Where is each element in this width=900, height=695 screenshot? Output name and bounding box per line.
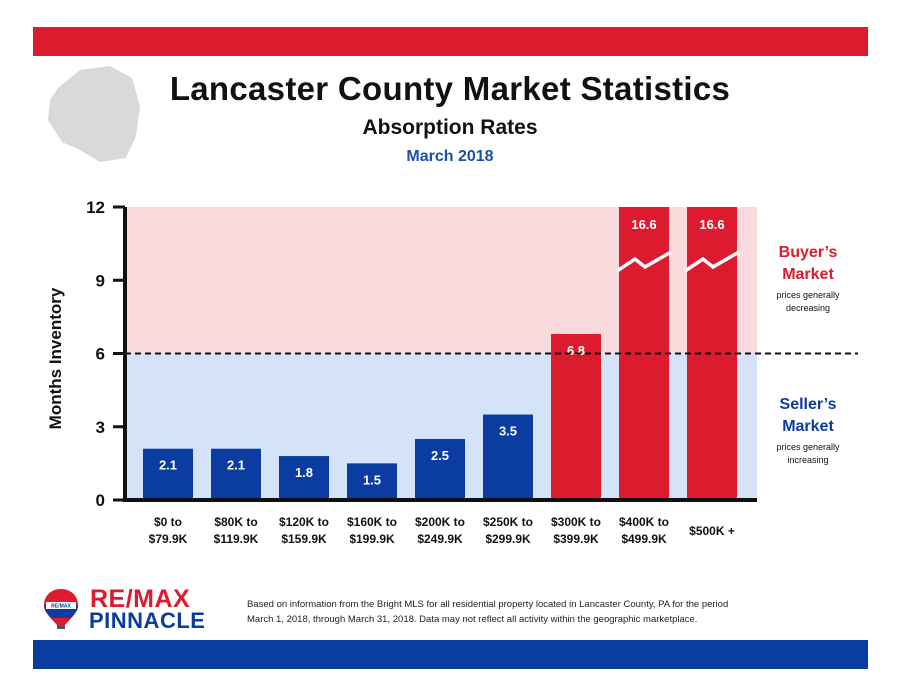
chart-title: Lancaster County Market Statistics [169, 70, 731, 107]
brand-name: RE/MAX [90, 585, 191, 613]
county-map-icon [48, 66, 140, 162]
remax-balloon-logo: RE/MAX [44, 589, 78, 629]
category-label-1-line-2: $79.9K [149, 532, 188, 546]
bar-value-label-2: 2.1 [227, 458, 245, 473]
category-label-8-line-2: $499.9K [621, 532, 667, 546]
chart-subtitle: Absorption Rates [362, 116, 538, 139]
y-tick-label-1: 0 [96, 491, 105, 510]
bar-value-label-9: 16.6 [699, 217, 724, 232]
y-tick-label-3: 6 [96, 345, 105, 364]
category-label-5-line-1: $200K to [415, 515, 465, 529]
axis-break-mark-8 [616, 250, 672, 273]
footer-note-line-1: Based on information from the Bright MLS… [247, 599, 729, 610]
bar-1 [143, 448, 193, 500]
y-tick-label-4: 9 [96, 271, 105, 290]
bar-2 [211, 448, 261, 500]
bar-value-label-1: 2.1 [159, 458, 177, 473]
bottom-blue-band [33, 640, 868, 669]
category-label-7-line-1: $300K to [551, 515, 601, 529]
category-label-6-line-2: $299.9K [485, 532, 531, 546]
buyer-market-desc-2: decreasing [786, 303, 830, 313]
category-label-4-line-2: $199.9K [349, 532, 395, 546]
bar-3 [279, 456, 329, 500]
footer-note: Based on information from the Bright MLS… [247, 597, 847, 627]
seller-market-desc-2: increasing [787, 455, 828, 465]
category-label-1-line-1: $0 to [154, 515, 182, 529]
category-label-3-line-1: $120K to [279, 515, 329, 529]
footer-note-line-2: March 1, 2018, through March 31, 2018. D… [247, 614, 698, 625]
chart-date: March 2018 [406, 148, 494, 165]
category-label-8-line-1: $400K to [619, 515, 669, 529]
y-tick-label-5: 12 [86, 198, 105, 217]
bar-6 [483, 414, 533, 500]
seller-market-title-2: Market [782, 418, 834, 435]
category-label-2-line-1: $80K to [214, 515, 257, 529]
bar-4 [347, 463, 397, 500]
top-red-band [33, 27, 868, 56]
category-label-4-line-1: $160K to [347, 515, 397, 529]
brand-subname: PINNACLE [89, 608, 206, 633]
svg-text:RE/MAX: RE/MAX [51, 604, 71, 610]
buyer-market-title-2: Market [782, 266, 834, 283]
bar-value-label-5: 2.5 [431, 448, 449, 463]
category-label-3-line-2: $159.9K [281, 532, 327, 546]
bar-chart: 2.1 $0 to $79.9K 2.1 $80K to $119.9K 1.8 $120K … [46, 198, 858, 546]
bar-value-label-8: 16.6 [631, 217, 656, 232]
seller-market-desc-1: prices generally [776, 442, 840, 452]
bar-value-label-4: 1.5 [363, 472, 381, 487]
category-label-6-line-1: $250K to [483, 515, 533, 529]
buyer-market-title-1: Buyer’s [779, 244, 838, 261]
seller-market-title-1: Seller’s [780, 396, 837, 413]
bar-value-label-7: 6.8 [567, 343, 585, 358]
bar-5 [415, 438, 465, 500]
y-axis-label: Months Inventory [46, 287, 65, 429]
category-label-9-line-1: $500K + [689, 524, 735, 538]
axis-break-mark-9 [684, 250, 740, 273]
category-label-5-line-2: $249.9K [417, 532, 463, 546]
y-tick-label-2: 3 [96, 418, 105, 437]
buyer-market-desc-1: prices generally [776, 290, 840, 300]
category-label-2-line-2: $119.9K [214, 532, 259, 546]
category-label-7-line-2: $399.9K [553, 532, 599, 546]
bar-value-label-3: 1.8 [295, 465, 313, 480]
bar-value-label-6: 3.5 [499, 424, 517, 439]
bar-7 [551, 333, 601, 500]
